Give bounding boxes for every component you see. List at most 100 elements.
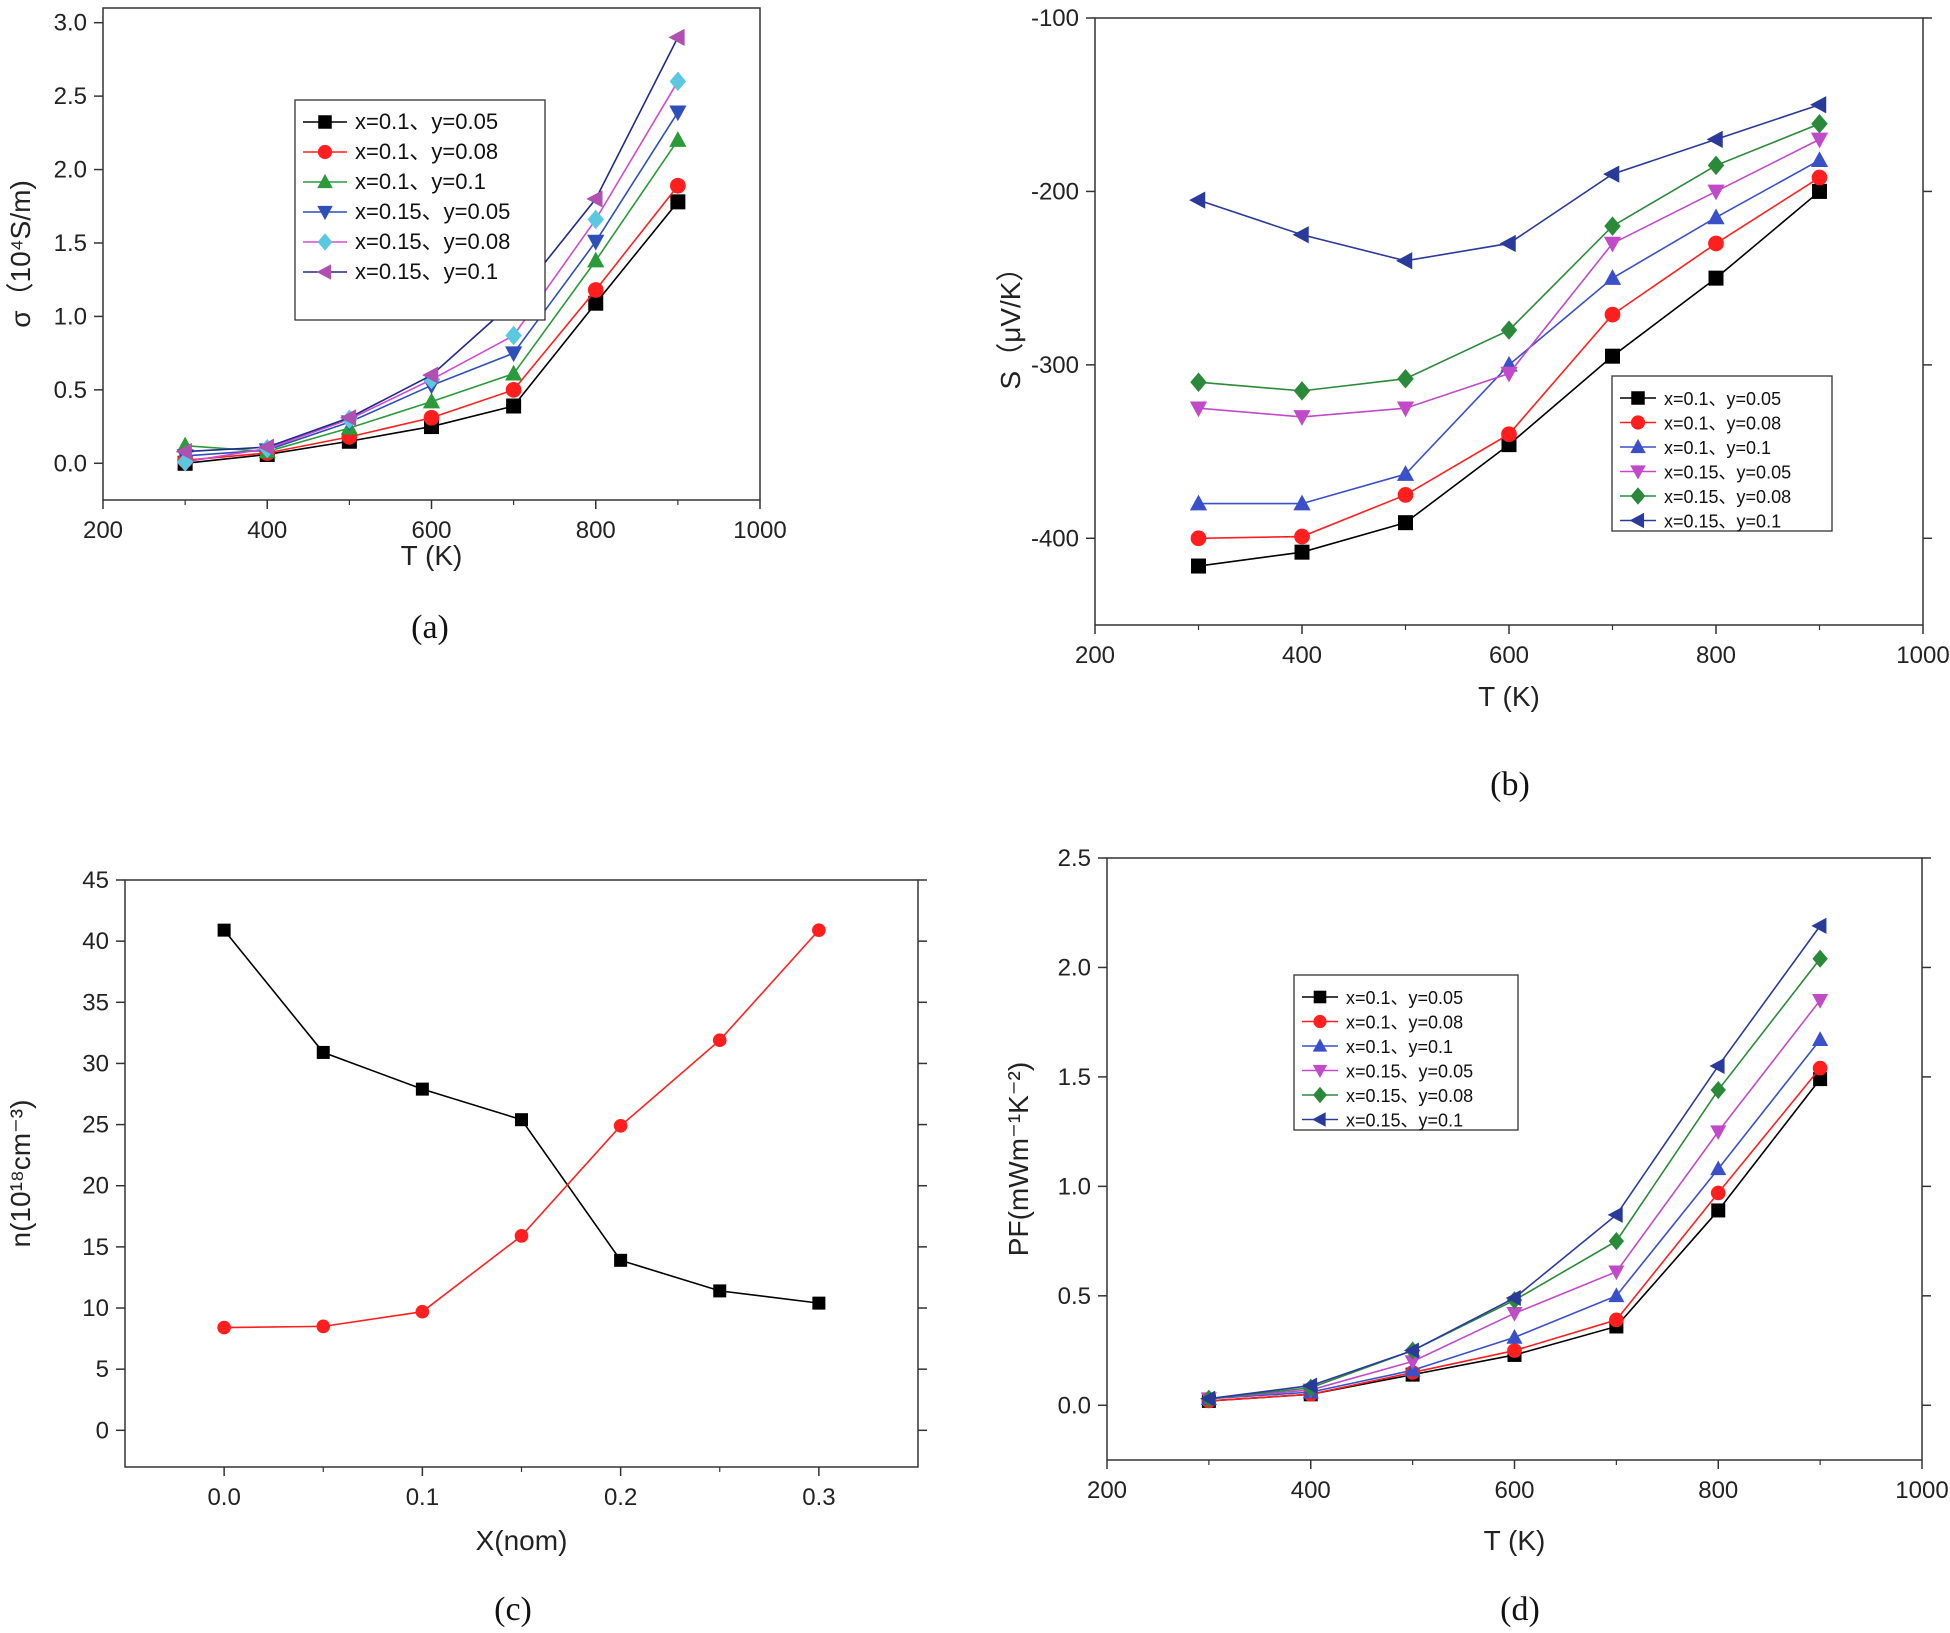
legend-box	[294, 99, 546, 321]
legend-marker	[1630, 438, 1646, 454]
data-point	[1397, 487, 1414, 503]
y-axis-label: S（μV/K）	[995, 254, 1026, 390]
y-tick-label: 10	[82, 1295, 109, 1322]
legend-marker	[317, 173, 333, 189]
legend-label: x=0.15、y=0.05	[1346, 1062, 1473, 1082]
series-2	[1190, 169, 1828, 547]
y-tick-label: 2.5	[1058, 845, 1091, 872]
x-tick-label: 600	[1489, 642, 1529, 669]
data-point	[1710, 1160, 1727, 1176]
y-tick-label: 0.0	[54, 450, 87, 477]
data-point	[1396, 465, 1415, 481]
y-tick-label: 40	[82, 928, 109, 955]
data-point	[514, 1229, 529, 1243]
data-point	[1810, 151, 1829, 167]
data-point	[1810, 132, 1829, 149]
x-tick-label: 1000	[733, 517, 786, 544]
y-tick-label: 0	[96, 1417, 109, 1444]
legend-label: x=0.15、y=0.05	[1664, 463, 1791, 483]
legend-label: x=0.1、y=0.08	[355, 139, 498, 164]
y-tick-label: -400	[1031, 525, 1079, 552]
x-axis-label: T (K)	[1478, 681, 1540, 712]
y-tick-label: 5	[96, 1356, 109, 1383]
panel-caption: (c)	[494, 1591, 532, 1628]
x-axis-label: X(nom)	[476, 1525, 568, 1556]
data-point	[1397, 368, 1414, 389]
series-line	[224, 929, 820, 1329]
legend-label: x=0.15、y=0.08	[1346, 1086, 1473, 1106]
data-point	[1608, 1231, 1625, 1251]
data-point	[1396, 252, 1413, 270]
x-tick-label: 600	[1494, 1477, 1534, 1504]
y-tick-label: 2.5	[54, 83, 87, 110]
legend-box	[1293, 974, 1519, 1131]
data-point	[1710, 1185, 1726, 1201]
data-point	[1191, 558, 1206, 574]
legend-label: x=0.15、y=0.1	[1664, 512, 1781, 532]
data-point	[1604, 216, 1621, 236]
x-tick-label: 400	[1291, 1477, 1331, 1504]
series-1	[217, 923, 826, 1310]
y-tick-label: 2.0	[1058, 954, 1091, 981]
data-point	[587, 282, 604, 298]
data-point	[1812, 949, 1828, 968]
data-point	[217, 1320, 231, 1335]
x-axis-label: T (K)	[401, 540, 463, 571]
series-line	[1198, 123, 1820, 392]
y-tick-label: 0.5	[54, 377, 87, 404]
data-point	[1608, 1265, 1625, 1281]
data-point	[217, 923, 231, 937]
data-point	[1396, 401, 1415, 418]
data-point	[1506, 1329, 1523, 1344]
y-axis-label: n(10¹⁸cm⁻³)	[5, 1100, 36, 1248]
legend-marker	[1313, 1014, 1327, 1029]
y-tick-label: 35	[82, 989, 109, 1016]
series-3	[1189, 151, 1829, 511]
data-point	[422, 392, 441, 409]
y-tick-label: -300	[1031, 352, 1079, 379]
data-point	[668, 28, 685, 46]
y-tick-label: 3.0	[54, 10, 87, 37]
y-tick-label: 1.5	[54, 230, 87, 257]
panel-caption: (b)	[1490, 766, 1530, 803]
x-tick-label: 200	[83, 517, 123, 544]
data-point	[1404, 1355, 1421, 1370]
data-point	[1505, 1289, 1521, 1307]
legend-label: x=0.15、y=0.1	[1346, 1111, 1463, 1131]
series-5	[1190, 114, 1828, 401]
data-point	[1608, 1287, 1625, 1303]
legend-label: x=0.1、y=0.05	[1346, 988, 1463, 1008]
data-point	[506, 398, 522, 414]
y-tick-label: 45	[82, 867, 109, 894]
data-point	[1710, 1125, 1727, 1141]
data-point	[1710, 1080, 1726, 1100]
data-point	[505, 364, 523, 381]
legend-label: x=0.1、y=0.05	[1664, 389, 1781, 409]
data-point	[316, 1319, 331, 1334]
x-tick-label: 1000	[1895, 1477, 1948, 1504]
series-2	[217, 923, 826, 1335]
series-6	[175, 28, 685, 461]
legend-marker	[318, 115, 332, 129]
data-point	[1811, 114, 1828, 134]
data-point	[1302, 1377, 1318, 1394]
data-point	[422, 366, 439, 384]
legend: x=0.1、y=0.05 x=0.1、y=0.08 x=0.1、y=0.1 x=0.1…	[1611, 375, 1833, 532]
panel-caption: (a)	[411, 609, 449, 646]
panel-caption: (d)	[1500, 1591, 1540, 1628]
data-point	[812, 1296, 826, 1310]
legend-marker	[316, 264, 332, 280]
data-point	[1603, 165, 1620, 183]
data-point	[1293, 410, 1311, 426]
plot-frame	[124, 879, 919, 1468]
data-point	[505, 325, 522, 346]
y-axis-label: σ（10⁴S/m)	[5, 180, 36, 328]
y-tick-label: 0.0	[1058, 1392, 1091, 1419]
x-tick-label: 800	[576, 517, 616, 544]
legend-label: x=0.1、y=0.08	[1664, 414, 1781, 434]
data-point	[1811, 917, 1827, 934]
y-tick-label: 1.0	[54, 303, 87, 330]
data-point	[1190, 372, 1207, 392]
legend: x=0.1、y=0.05 x=0.1、y=0.08 x=0.1、y=0.1 x=0.1…	[294, 99, 546, 321]
